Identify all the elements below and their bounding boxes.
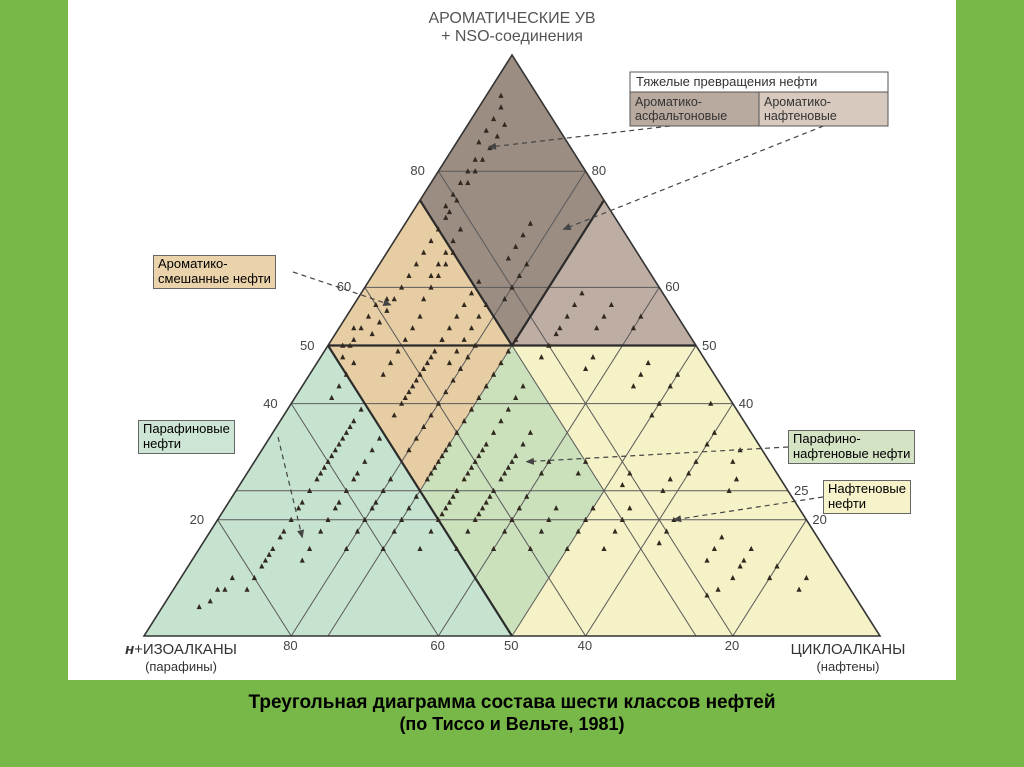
svg-text:асфальтоновые: асфальтоновые xyxy=(635,109,727,123)
legend-paraffinic: Парафиновыенефти xyxy=(138,420,235,454)
tick-label: 50 xyxy=(300,338,314,353)
legend-paraffin_naphth: Парафино-нафтеновые нефти xyxy=(788,430,915,464)
chart-frame: АРОМАТИЧЕСКИЕ УВ + NSO-соединения Тяжелы… xyxy=(68,0,956,680)
caption: Треугольная диаграмма состава шести клас… xyxy=(0,692,1024,736)
tick-label: 40 xyxy=(739,396,753,411)
left-vertex-label: нн+ИЗОАЛКАНЫ+ИЗОАЛКАНЫ (парафины) xyxy=(101,641,261,675)
right-vertex-2: (нафтены) xyxy=(816,659,879,674)
tick-label: 80 xyxy=(283,638,297,653)
right-vertex-1: ЦИКЛОАЛКАНЫ xyxy=(791,641,906,658)
left-vertex-2: (парафины) xyxy=(145,659,217,674)
tick-label: 20 xyxy=(190,512,204,527)
tick-label: 40 xyxy=(578,638,592,653)
tick-label: 60 xyxy=(665,279,679,294)
tick-label: 60 xyxy=(337,279,351,294)
tick-label: 60 xyxy=(430,638,444,653)
tick-label: 20 xyxy=(725,638,739,653)
svg-text:Ароматико-: Ароматико- xyxy=(764,95,831,109)
caption-line-1: Треугольная диаграмма состава шести клас… xyxy=(248,692,775,713)
legend-naphthenic: Нафтеновыенефти xyxy=(823,480,911,514)
tick-label: 25 xyxy=(794,483,808,498)
caption-line-2: (по Тиссо и Вельте, 1981) xyxy=(399,714,624,734)
right-vertex-label: ЦИКЛОАЛКАНЫ (нафтены) xyxy=(768,641,928,675)
tick-label: 50 xyxy=(504,638,518,653)
tick-label: 80 xyxy=(410,163,424,178)
svg-text:Тяжелые превращения нефти: Тяжелые превращения нефти xyxy=(636,74,817,89)
tick-label: 20 xyxy=(812,512,826,527)
svg-text:нафтеновые: нафтеновые xyxy=(764,109,837,123)
tick-label: 40 xyxy=(263,396,277,411)
ternary-svg: Тяжелые превращения нефти Ароматико-асфал… xyxy=(68,0,956,680)
tick-label: 50 xyxy=(702,338,716,353)
svg-text:Ароматико-: Ароматико- xyxy=(635,95,702,109)
tick-label: 80 xyxy=(592,163,606,178)
legend-aromatic_mixed: Ароматико-смешанные нефти xyxy=(153,255,276,289)
